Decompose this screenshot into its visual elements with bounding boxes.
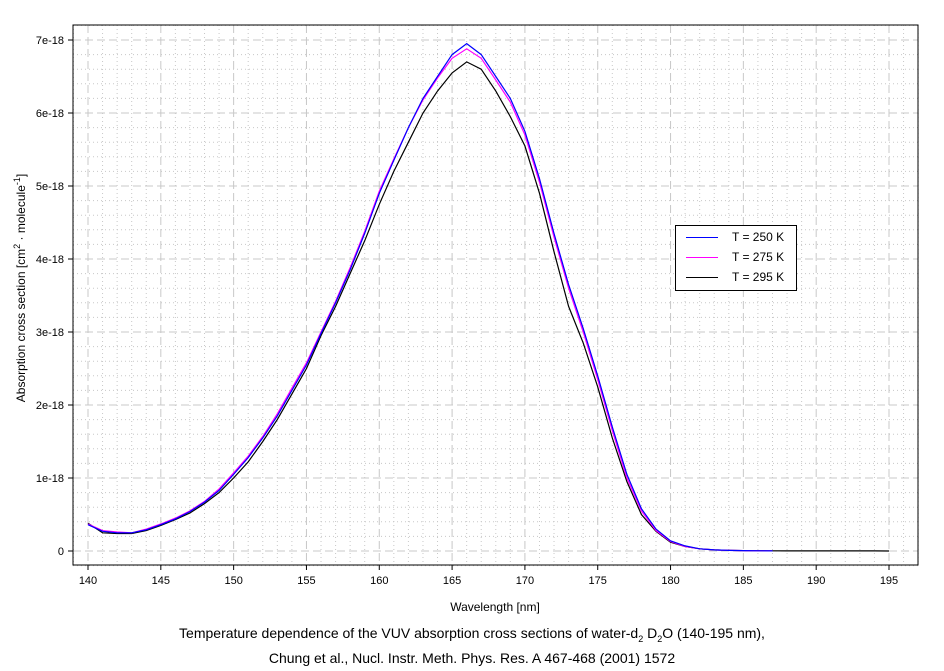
x-tick-label: 195 bbox=[880, 575, 898, 587]
x-axis-label: Wavelength [nm] bbox=[450, 600, 540, 614]
x-tick-label: 190 bbox=[807, 575, 825, 587]
x-tick-label: 170 bbox=[516, 575, 534, 587]
x-tick-label: 165 bbox=[443, 575, 461, 587]
x-tick-label: 160 bbox=[370, 575, 388, 587]
x-tick-label: 150 bbox=[224, 575, 242, 587]
y-tick-label: 2e-18 bbox=[36, 400, 64, 412]
legend-item: T = 295 K bbox=[676, 268, 796, 286]
x-tick-label: 175 bbox=[589, 575, 607, 587]
legend-item: T = 250 K bbox=[676, 228, 796, 246]
x-tick-label: 185 bbox=[734, 575, 752, 587]
y-tick-label: 7e-18 bbox=[36, 35, 64, 47]
legend: T = 250 K T = 275 K T = 295 K bbox=[675, 225, 797, 291]
series-line-250k bbox=[87, 42, 773, 552]
y-tick-label: 0 bbox=[58, 546, 64, 558]
y-tick-label: 3e-18 bbox=[36, 327, 64, 339]
series-line-275k bbox=[87, 48, 773, 552]
caption-line-1: Temperature dependence of the VUV absorp… bbox=[179, 625, 765, 644]
x-tick-label: 145 bbox=[152, 575, 170, 587]
legend-item: T = 275 K bbox=[676, 248, 796, 266]
y-tick-label: 4e-18 bbox=[36, 254, 64, 266]
y-axis-label: Absorption cross section [cm2 · molecule… bbox=[12, 173, 28, 403]
x-tick-label: 180 bbox=[661, 575, 679, 587]
y-tick-label: 6e-18 bbox=[36, 108, 64, 120]
legend-swatch bbox=[686, 236, 718, 238]
x-tick-label: 155 bbox=[297, 575, 315, 587]
y-tick-label: 5e-18 bbox=[36, 181, 64, 193]
legend-swatch bbox=[686, 256, 718, 258]
x-tick-label: 140 bbox=[79, 575, 97, 587]
caption-line-2: Chung et al., Nucl. Instr. Meth. Phys. R… bbox=[268, 650, 676, 666]
plot-frame bbox=[72, 24, 919, 566]
legend-swatch bbox=[686, 276, 718, 278]
y-tick-label: 1e-18 bbox=[36, 473, 64, 485]
